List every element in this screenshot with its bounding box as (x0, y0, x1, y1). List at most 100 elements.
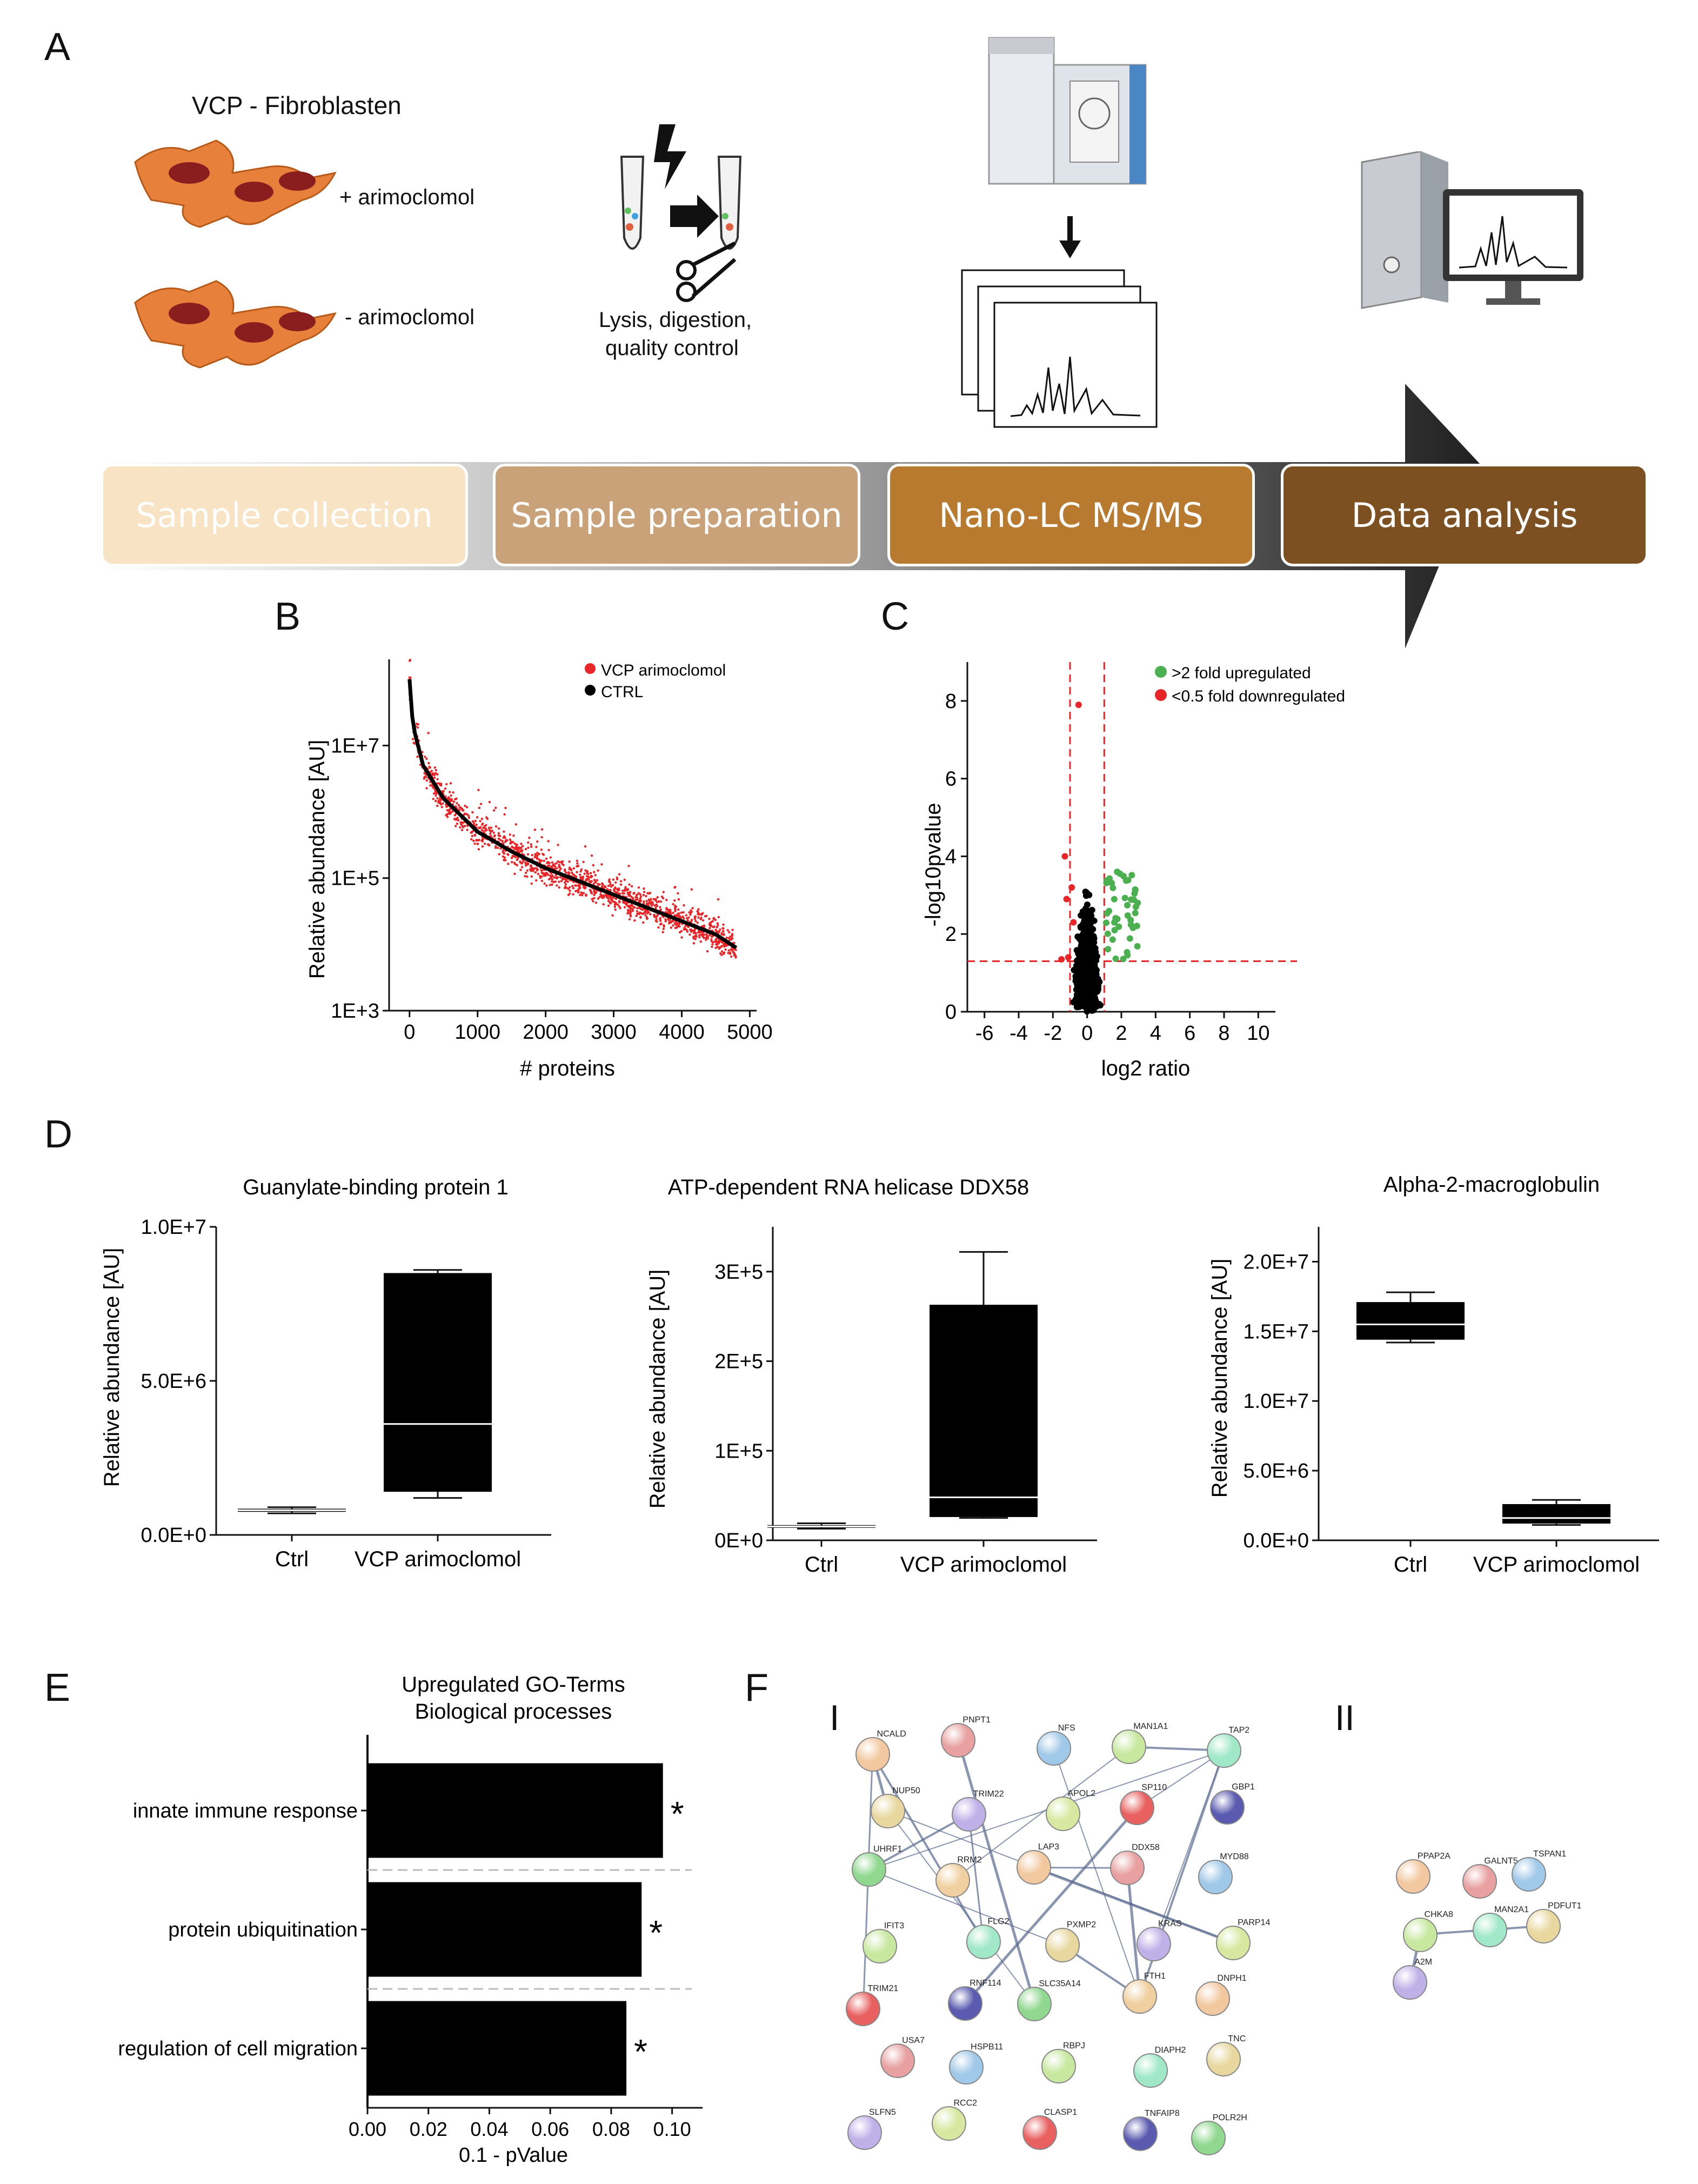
protein-node[interactable] (847, 2115, 882, 2150)
protein-node[interactable] (1526, 1908, 1561, 1943)
downregulated-point (1070, 919, 1077, 926)
scatter-point-vcp (433, 776, 436, 779)
protein-node[interactable] (1207, 1733, 1242, 1768)
scatter-point-vcp (543, 859, 545, 862)
scatter-point-vcp (683, 926, 686, 929)
scatter-point-vcp (619, 880, 623, 883)
scatter-point-vcp (618, 905, 621, 908)
scatter-point-vcp (424, 756, 426, 758)
cells-title: VCP - Fibroblasten (192, 91, 402, 119)
protein-node[interactable] (1112, 1729, 1147, 1765)
protein-node[interactable] (1122, 1979, 1157, 2014)
protein-node[interactable] (1216, 1925, 1251, 1960)
protein-node[interactable] (1195, 1981, 1231, 2016)
scatter-point-vcp (681, 915, 684, 918)
protein-node[interactable] (1120, 1791, 1155, 1826)
scatter-point-vcp (488, 829, 491, 831)
upregulated-point (1128, 896, 1135, 903)
protein-node[interactable] (1122, 2116, 1158, 2151)
protein-node[interactable] (1462, 1864, 1498, 1899)
protein-node[interactable] (941, 1723, 976, 1758)
scatter-point-vcp (680, 930, 683, 933)
protein-node[interactable] (1191, 2120, 1226, 2155)
scatter-point-vcp (694, 938, 697, 940)
protein-node-label: PPAP2A (1417, 1851, 1450, 1861)
protein-node[interactable] (846, 1992, 881, 2027)
scatter-point-vcp (594, 873, 597, 877)
scatter-point-vcp (607, 900, 610, 903)
significance-marker: * (649, 1913, 663, 1952)
scatter-point-vcp (630, 885, 633, 888)
y-axis-label: Relative abundance [AU] (100, 1248, 124, 1487)
protein-node[interactable] (1472, 1913, 1507, 1948)
protein-node[interactable] (1133, 2053, 1168, 2088)
protein-node[interactable] (949, 2049, 984, 2085)
scatter-point-vcp (557, 860, 559, 863)
scatter-point-vcp (536, 840, 539, 843)
protein-node[interactable] (1198, 1860, 1233, 1895)
scatter-point-vcp (626, 909, 630, 912)
scatter-point-vcp (412, 742, 415, 744)
scatter-point-vcp (527, 841, 530, 844)
scatter-point-vcp (717, 924, 719, 927)
protein-node[interactable] (1045, 1928, 1080, 1963)
scatter-point-vcp (503, 859, 505, 861)
protein-node[interactable] (1110, 1851, 1145, 1886)
protein-node[interactable] (1022, 2115, 1057, 2150)
x-tick-label: 0.00 (349, 2118, 386, 2140)
scatter-point-vcp (714, 938, 718, 941)
protein-node[interactable] (880, 2043, 915, 2078)
protein-node[interactable] (1210, 1789, 1245, 1825)
protein-node[interactable] (1206, 2042, 1241, 2077)
protein-node[interactable] (1136, 1927, 1171, 1962)
scatter-point-vcp (701, 919, 705, 922)
volcano-point (1086, 962, 1093, 969)
protein-node[interactable] (932, 2106, 967, 2141)
protein-node[interactable] (1036, 1731, 1071, 1766)
protein-node-label: TSPAN1 (1533, 1849, 1567, 1859)
scatter-point-vcp (651, 901, 654, 904)
scatter-point-vcp (682, 911, 685, 914)
y-tick-label: 0.0E+0 (1244, 1530, 1309, 1552)
protein-node-label: NCALD (877, 1729, 906, 1739)
protein-node-label: A2M (1414, 1958, 1433, 1967)
scatter-point-vcp (613, 903, 617, 906)
protein-node[interactable] (935, 1862, 971, 1898)
scatter-point-vcp (562, 864, 565, 866)
protein-node[interactable] (1393, 1965, 1428, 2000)
protein-node[interactable] (966, 1924, 1001, 1959)
protein-node[interactable] (1041, 2048, 1076, 2083)
step-label: Nano-LC MS/MS (939, 495, 1204, 535)
protein-node[interactable] (851, 1852, 886, 1887)
protein-node[interactable] (1402, 1917, 1438, 1952)
protein-node[interactable] (1395, 1859, 1430, 1894)
scatter-point-vcp (574, 890, 577, 893)
string-network-ii: PPAP2A GALNT5 TSPAN1 CHKA8 MAN2A1 PDFUT1 A2M (1383, 1848, 1589, 2027)
protein-node-label: RBPJ (1062, 2041, 1085, 2051)
scatter-point-vcp (591, 898, 593, 900)
protein-node[interactable] (951, 1796, 986, 1832)
scatter-point-vcp (572, 873, 574, 876)
protein-node[interactable] (948, 1986, 983, 2021)
scatter-point-vcp (614, 897, 618, 900)
protein-node[interactable] (855, 1737, 890, 1772)
scatter-point-vcp (721, 927, 724, 930)
protein-node[interactable] (1016, 1850, 1051, 1885)
scatter-point-vcp (452, 800, 456, 803)
protein-node[interactable] (1046, 1796, 1081, 1832)
protein-node[interactable] (871, 1793, 906, 1828)
protein-node[interactable] (1512, 1857, 1547, 1892)
scatter-point-vcp (553, 876, 556, 879)
protein-node[interactable] (1017, 1987, 1052, 2022)
legend-up: >2 fold upregulated (1172, 664, 1311, 682)
scatter-point-vcp (476, 816, 479, 819)
scatter-point-vcp (459, 826, 462, 829)
scatter-point-vcp (669, 920, 672, 923)
scatter-point-vcp (692, 942, 696, 945)
scatter-point-vcp (614, 881, 617, 884)
protein-node[interactable] (862, 1929, 897, 1964)
scatter-point-vcp (478, 827, 482, 830)
scatter-point-vcp (589, 872, 592, 874)
scatter-point-vcp (721, 930, 725, 933)
scatter-point-vcp (686, 917, 688, 920)
